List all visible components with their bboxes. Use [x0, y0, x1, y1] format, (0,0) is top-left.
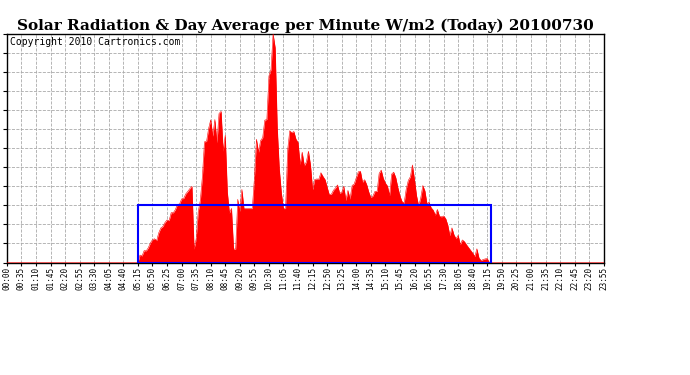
- Title: Solar Radiation & Day Average per Minute W/m2 (Today) 20100730: Solar Radiation & Day Average per Minute…: [17, 18, 593, 33]
- Text: Copyright 2010 Cartronics.com: Copyright 2010 Cartronics.com: [10, 37, 180, 47]
- Bar: [138, 206, 491, 262]
